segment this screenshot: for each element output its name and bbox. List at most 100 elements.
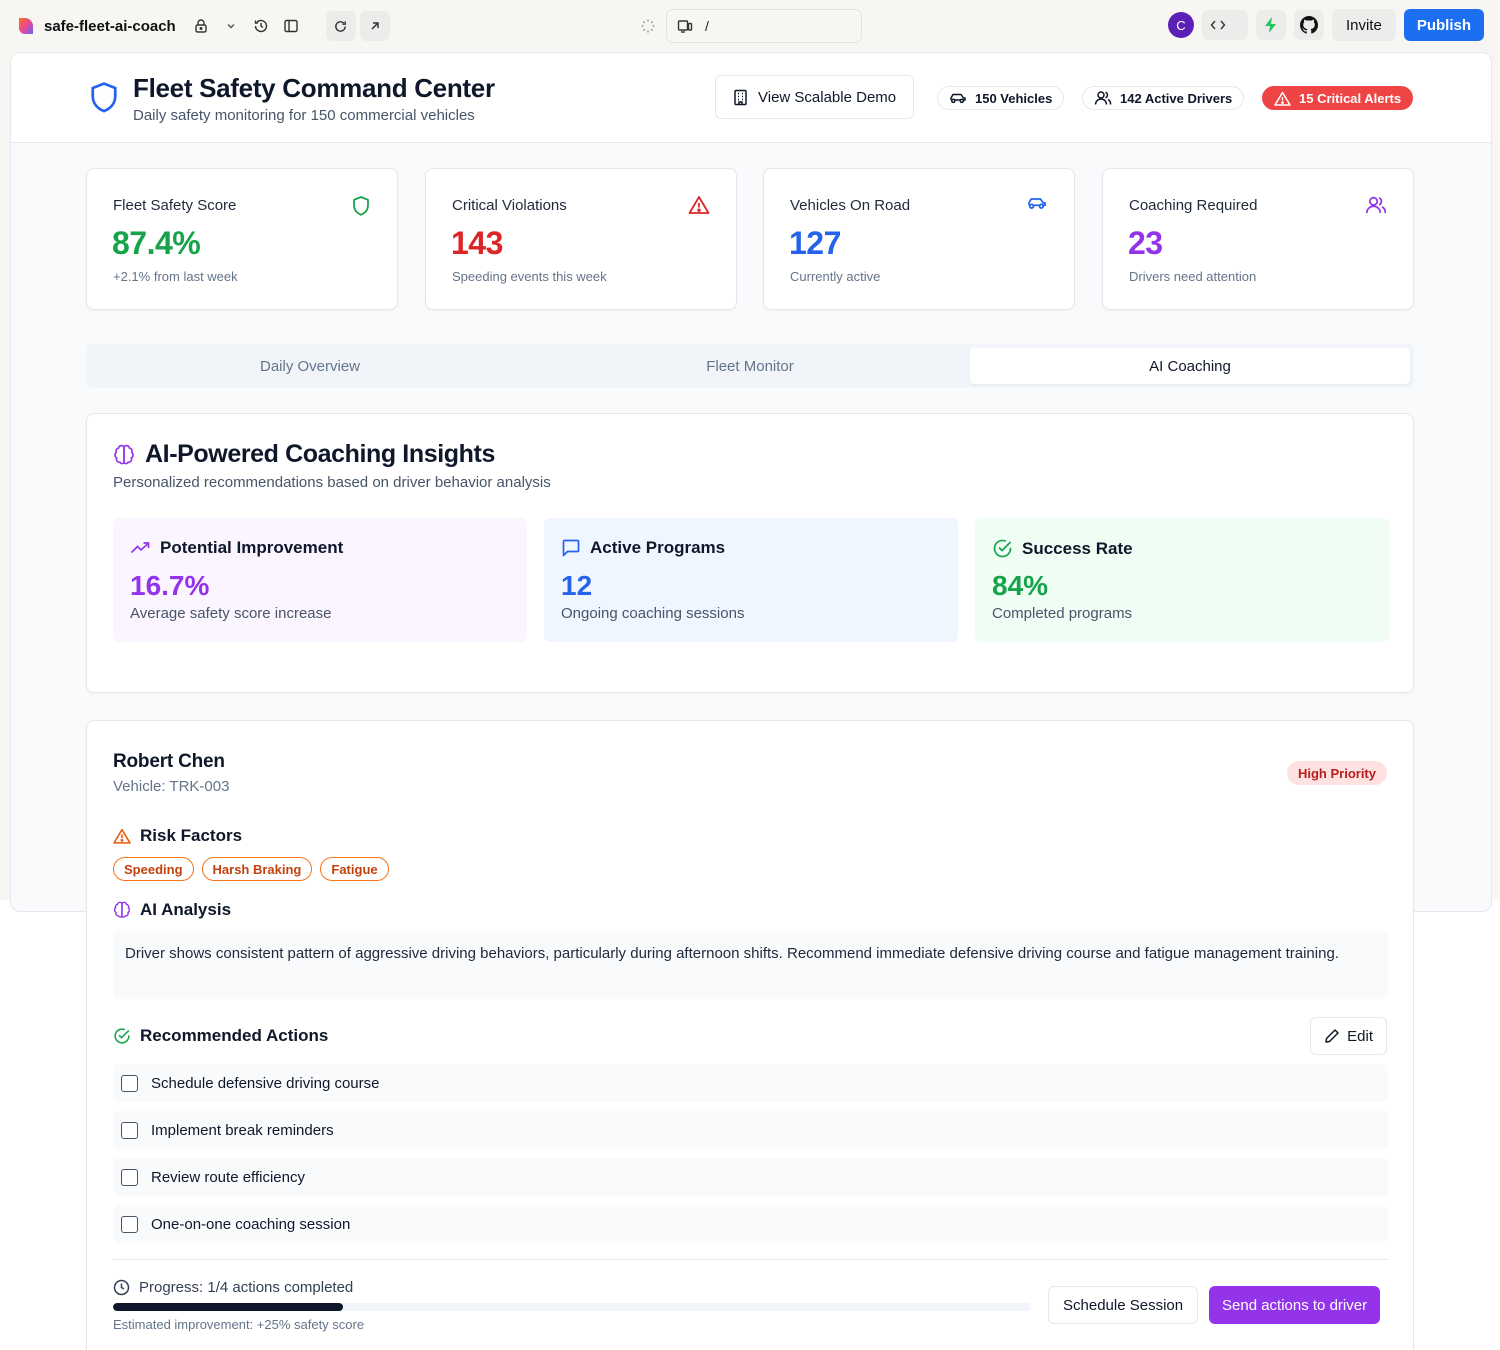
stat-value: 127 [789,225,841,261]
metric-active-programs: Active Programs 12 Ongoing coaching sess… [544,518,958,642]
action-label: Implement break reminders [151,1121,334,1139]
code-view-icon[interactable] [1201,10,1248,40]
action-label: Schedule defensive driving course [151,1074,380,1092]
coaching-insights-card: AI-Powered Coaching Insights Personalize… [86,413,1414,693]
metric-success-rate: Success Rate 84% Completed programs [975,518,1389,642]
action-item[interactable]: Implement break reminders [113,1111,1388,1149]
insights-subtitle: Personalized recommendations based on dr… [113,474,551,491]
action-item[interactable]: Review route efficiency [113,1158,1388,1196]
stat-card-coaching-required: Coaching Required 23 Drivers need attent… [1102,168,1414,310]
sidebar-toggle-icon[interactable] [276,11,306,41]
view-tabs: Daily Overview Fleet Monitor AI Coaching [86,344,1414,388]
edit-actions-button[interactable]: Edit [1310,1017,1387,1055]
view-scalable-demo-button[interactable]: View Scalable Demo [715,75,915,119]
critical-alerts-count: 15 Critical Alerts [1299,90,1402,106]
stat-sub: +2.1% from last week [113,269,238,284]
view-scalable-demo-label: View Scalable Demo [758,88,897,106]
check-circle-icon [113,1027,131,1045]
shield-icon [351,195,371,217]
pencil-icon [1324,1028,1340,1044]
project-name[interactable]: safe-fleet-ai-coach [44,17,176,35]
divider [113,1259,1388,1260]
metric-head: Potential Improvement [130,538,343,558]
loading-spinner-icon [636,11,660,41]
brain-icon [113,901,131,919]
action-label: One-on-one coaching session [151,1215,351,1233]
users-icon [1094,90,1112,106]
page-title: Fleet Safety Command Center [133,73,495,103]
car-icon [1026,195,1048,211]
stat-card-vehicles-on-road: Vehicles On Road 127 Currently active [763,168,1075,310]
stat-sub: Currently active [790,269,881,284]
stat-value: 143 [451,225,503,261]
metric-title: Active Programs [590,538,726,557]
stat-value: 23 [1128,225,1163,261]
action-checkbox[interactable] [121,1074,138,1092]
edit-label: Edit [1347,1027,1373,1045]
open-external-icon[interactable] [359,11,390,41]
metric-sub: Ongoing coaching sessions [561,605,745,622]
driver-coaching-card: Robert Chen Vehicle: TRK-003 High Priori… [86,720,1414,1350]
shield-logo-icon [89,81,119,115]
check-circle-icon [992,538,1013,559]
refresh-icon[interactable] [325,11,356,41]
stat-label: Vehicles On Road [790,197,911,214]
risk-tag: Fatigue [320,857,389,881]
metric-value: 84% [992,570,1049,601]
history-icon[interactable] [246,11,276,41]
metric-value: 16.7% [130,570,210,601]
action-label: Review route efficiency [151,1168,305,1186]
vehicles-pill: 150 Vehicles [937,86,1065,110]
tab-fleet-monitor[interactable]: Fleet Monitor [706,357,794,375]
metric-sub: Completed programs [992,605,1133,622]
risk-factors-heading: Risk Factors [113,826,242,846]
drivers-pill: 142 Active Drivers [1082,86,1245,110]
vehicles-count: 150 Vehicles [975,90,1053,106]
app-logo-icon [16,16,36,36]
action-checkbox[interactable] [121,1121,138,1139]
device-preview-icon[interactable] [677,19,693,33]
stat-sub: Drivers need attention [1129,269,1257,284]
tab-ai-coaching[interactable]: AI Coaching [970,348,1410,384]
critical-alerts-pill[interactable]: 15 Critical Alerts [1262,86,1414,110]
stat-sub: Speeding events this week [452,269,607,284]
driver-vehicle: Vehicle: TRK-003 [113,778,230,795]
chevron-down-icon[interactable] [216,11,246,41]
url-path: / [705,18,709,34]
user-avatar[interactable]: C [1167,12,1194,38]
clock-icon [113,1279,130,1296]
send-actions-button[interactable]: Send actions to driver [1209,1286,1381,1324]
alert-triangle-icon [1274,91,1291,106]
action-item[interactable]: One-on-one coaching session [113,1205,1388,1243]
alert-triangle-icon [688,195,710,215]
action-item[interactable]: Schedule defensive driving course [113,1064,1388,1102]
action-checkbox[interactable] [121,1168,138,1186]
action-checkbox[interactable] [121,1215,138,1233]
message-square-icon [561,538,581,558]
priority-badge: High Priority [1286,761,1387,785]
metric-value: 12 [561,570,593,601]
lightning-icon[interactable] [1255,10,1286,40]
tab-daily-overview[interactable]: Daily Overview [259,357,361,375]
editor-topbar: safe-fleet-ai-coach [0,0,1500,52]
lock-icon[interactable] [186,11,216,41]
car-icon [949,91,967,105]
url-field[interactable]: / [666,9,862,43]
stat-label: Coaching Required [1129,197,1258,214]
github-icon[interactable] [1293,10,1324,40]
metric-potential-improvement: Potential Improvement 16.7% Average safe… [113,518,527,642]
schedule-session-button[interactable]: Schedule Session [1048,1286,1199,1324]
publish-button[interactable]: Publish [1403,9,1484,41]
building-icon [733,89,748,106]
metric-head: Success Rate [992,538,1133,559]
stat-label: Fleet Safety Score [113,197,237,214]
topbar-actions: C Invite Publish [1167,9,1484,41]
brain-icon [113,444,135,466]
ai-analysis-heading: AI Analysis [113,900,231,920]
risk-tags: Speeding Harsh Braking Fatigue [113,857,389,881]
recommended-actions-title: Recommended Actions [140,1026,329,1045]
estimated-improvement: Estimated improvement: +25% safety score [113,1317,365,1332]
ai-analysis-title: AI Analysis [140,900,232,919]
invite-button[interactable]: Invite [1331,9,1396,41]
insights-title: AI-Powered Coaching Insights [113,440,495,469]
